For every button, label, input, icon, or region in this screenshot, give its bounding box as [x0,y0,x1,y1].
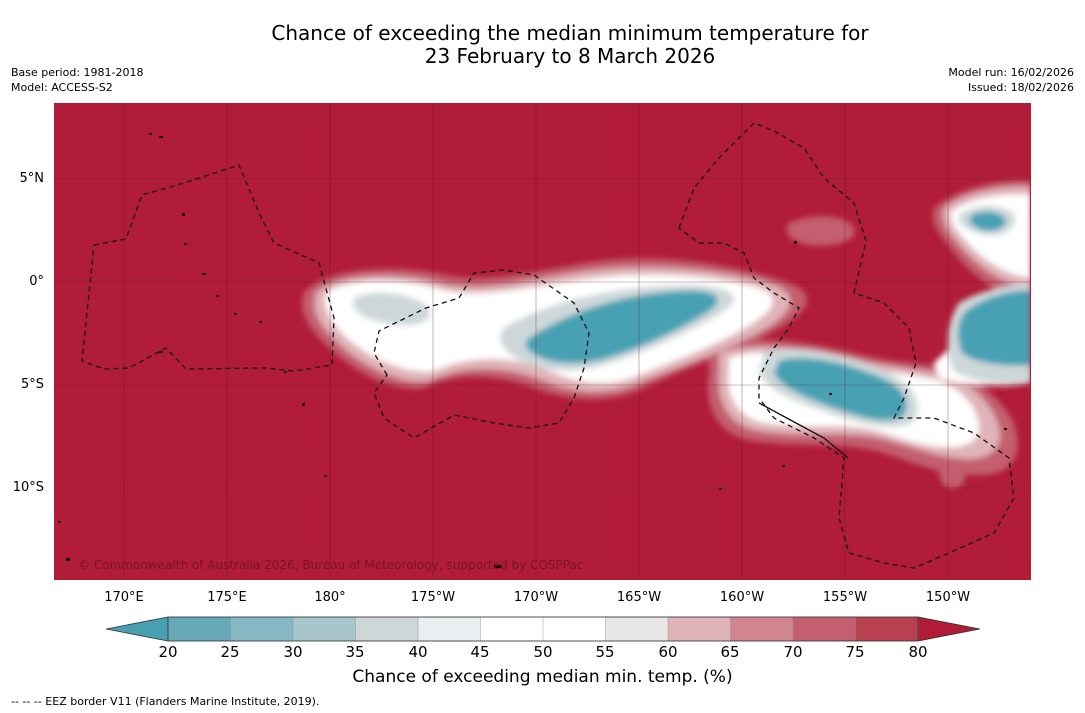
islands [58,133,1007,568]
colorbar-segment [605,616,669,642]
run-info: Model run: 16/02/2026 Issued: 18/02/2026 [948,65,1074,95]
colorbar-tick-20: 20 [158,643,178,661]
colorbar-title: Chance of exceeding median min. temp. (%… [352,667,733,687]
colorbar-segment [480,616,544,642]
eez-borders [81,122,1015,569]
graticule [54,103,1031,580]
colorbar-segment [667,616,732,642]
model-info: Base period: 1981-2018 Model: ACCESS-S2 [11,65,143,95]
issued-date: Issued: 18/02/2026 [967,81,1074,94]
model-run-date: Model run: 16/02/2026 [948,66,1074,79]
forecast-map [54,103,1031,580]
colorbar-over-arrow [917,616,980,642]
colorbar-tick-60: 60 [658,643,678,661]
lon-label-160w: 160°W [719,590,765,605]
eez-legend-note: -- -- -- EEZ border V11 (Flanders Marine… [11,695,320,708]
colorbar-segment [855,616,919,642]
colorbar-under-arrow [106,616,169,642]
probability-shading [302,180,1031,489]
colorbar-segment [167,616,232,642]
colorbar-tick-75: 75 [845,643,865,661]
colorbar-segment [355,616,419,642]
colorbar-segment [792,616,857,642]
colorbar-segment [292,616,357,642]
colorbar-tick-80: 80 [908,643,928,661]
lon-label-170w: 170°W [513,590,559,605]
lon-label-175e: 175°E [207,590,247,605]
colorbar-tick-65: 65 [720,643,740,661]
base-period: Base period: 1981-2018 [11,66,144,79]
colorbar-tick-30: 30 [283,643,303,661]
lat-label-5s: 5°S [20,377,44,392]
colorbar-segment [230,616,294,642]
colorbar-tick-35: 35 [345,643,365,661]
colorbar-tick-25: 25 [220,643,240,661]
lon-label-170e: 170°E [104,590,144,605]
colorbar-tick-70: 70 [783,643,803,661]
lat-label-0: 0° [29,274,44,289]
colorbar-segment [730,616,794,642]
colorbar-segment [542,616,607,642]
colorbar [106,616,980,642]
colorbar-tick-40: 40 [408,643,428,661]
lat-label-10s: 10°S [12,480,44,495]
lon-label-175w: 175°W [410,590,456,605]
lon-label-165w: 165°W [616,590,662,605]
colorbar-tick-55: 55 [595,643,615,661]
lon-label-180: 180° [314,590,346,605]
model-name: Model: ACCESS-S2 [11,81,113,94]
colorbar-tick-50: 50 [533,643,553,661]
page-title: Chance of exceeding the median minimum t… [271,21,869,68]
lon-label-150w: 150°W [925,590,971,605]
colorbar-tick-45: 45 [470,643,490,661]
colorbar-segment [417,616,482,642]
copyright-notice: © Commonwealth of Australia 2026, Bureau… [78,558,584,572]
lat-label-5n: 5°N [19,171,45,186]
lon-label-155w: 155°W [822,590,868,605]
